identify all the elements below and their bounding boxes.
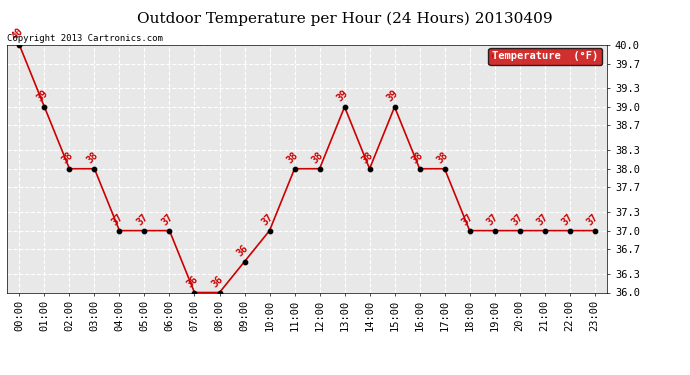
Point bbox=[89, 166, 100, 172]
Point bbox=[464, 228, 475, 234]
Text: 38: 38 bbox=[410, 150, 425, 165]
Point bbox=[164, 228, 175, 234]
Text: Copyright 2013 Cartronics.com: Copyright 2013 Cartronics.com bbox=[7, 33, 163, 42]
Text: 37: 37 bbox=[460, 212, 475, 227]
Text: 37: 37 bbox=[485, 212, 500, 227]
Point bbox=[564, 228, 575, 234]
Text: 36: 36 bbox=[210, 274, 225, 289]
Text: 37: 37 bbox=[510, 212, 525, 227]
Text: 37: 37 bbox=[110, 212, 125, 227]
Text: 38: 38 bbox=[435, 150, 451, 165]
Text: 38: 38 bbox=[285, 150, 300, 165]
Point bbox=[414, 166, 425, 172]
Text: 39: 39 bbox=[335, 88, 351, 104]
Text: 39: 39 bbox=[385, 88, 400, 104]
Point bbox=[64, 166, 75, 172]
Legend: Temperature  (°F): Temperature (°F) bbox=[489, 48, 602, 65]
Point bbox=[39, 104, 50, 110]
Text: 40: 40 bbox=[10, 26, 25, 42]
Text: 37: 37 bbox=[135, 212, 150, 227]
Point bbox=[589, 228, 600, 234]
Point bbox=[339, 104, 350, 110]
Point bbox=[189, 290, 200, 296]
Point bbox=[364, 166, 375, 172]
Point bbox=[264, 228, 275, 234]
Point bbox=[539, 228, 550, 234]
Text: 38: 38 bbox=[360, 150, 375, 165]
Text: 38: 38 bbox=[85, 150, 100, 165]
Point bbox=[139, 228, 150, 234]
Text: 37: 37 bbox=[260, 212, 275, 227]
Point bbox=[439, 166, 450, 172]
Text: 37: 37 bbox=[585, 212, 600, 227]
Point bbox=[239, 259, 250, 265]
Text: Outdoor Temperature per Hour (24 Hours) 20130409: Outdoor Temperature per Hour (24 Hours) … bbox=[137, 11, 553, 26]
Point bbox=[289, 166, 300, 172]
Text: 36: 36 bbox=[185, 274, 200, 289]
Text: 38: 38 bbox=[310, 150, 325, 165]
Point bbox=[514, 228, 525, 234]
Point bbox=[314, 166, 325, 172]
Point bbox=[489, 228, 500, 234]
Text: 37: 37 bbox=[160, 212, 175, 227]
Text: 37: 37 bbox=[560, 212, 575, 227]
Point bbox=[214, 290, 225, 296]
Point bbox=[114, 228, 125, 234]
Point bbox=[389, 104, 400, 110]
Text: 37: 37 bbox=[535, 212, 551, 227]
Text: 39: 39 bbox=[34, 88, 50, 104]
Text: 38: 38 bbox=[60, 150, 75, 165]
Text: 36: 36 bbox=[235, 243, 250, 258]
Point bbox=[14, 42, 25, 48]
